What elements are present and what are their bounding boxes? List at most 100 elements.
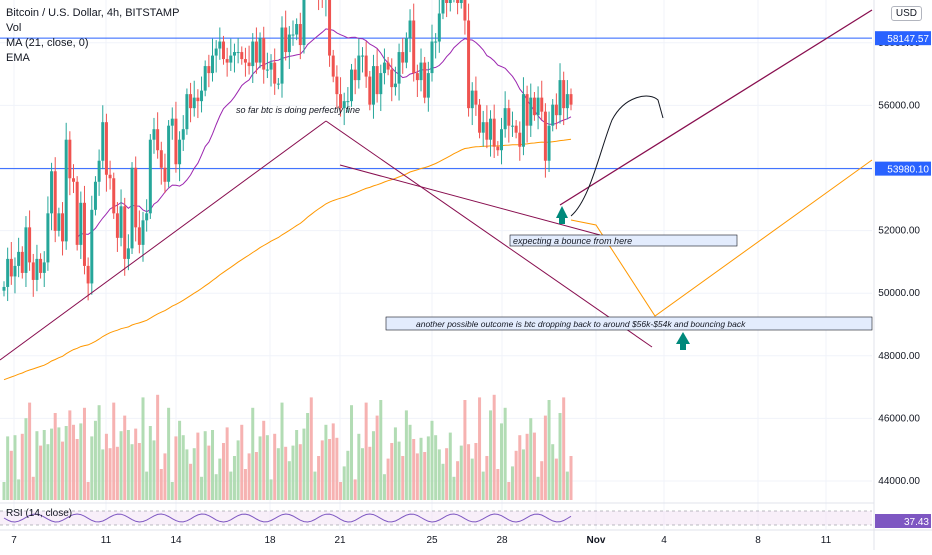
volume-bar <box>247 453 251 500</box>
candle-body <box>448 0 452 3</box>
volume-bar <box>419 437 423 500</box>
candle-body <box>547 125 551 161</box>
volume-bar <box>328 439 332 500</box>
volume-bar <box>485 456 489 500</box>
candle-body <box>181 129 185 140</box>
x-tick-label: 11 <box>101 535 112 546</box>
x-tick-label: 14 <box>170 535 182 546</box>
candle-body <box>419 62 423 81</box>
candle-body <box>225 59 229 63</box>
y-tick-label: 56000.00 <box>878 100 920 111</box>
volume-bar <box>163 453 167 500</box>
candle-body <box>9 258 13 277</box>
volume-bar <box>53 413 57 500</box>
volume-bar <box>298 444 302 500</box>
volume-bar <box>192 448 196 500</box>
candle-body <box>130 167 134 249</box>
annotation-text: another possible outcome is btc dropping… <box>416 319 746 329</box>
candle-body <box>434 41 438 43</box>
candle-body <box>408 20 412 39</box>
volume-bar <box>313 471 317 500</box>
price-level-tag <box>875 31 931 46</box>
candle-body <box>375 66 379 95</box>
ma-legend[interactable]: MA (21, close, 0) <box>6 37 89 49</box>
volume-bar <box>467 444 471 500</box>
candle-body <box>328 0 332 56</box>
volume-bar <box>342 466 346 500</box>
x-tick-label: 4 <box>661 535 667 546</box>
volume-bar <box>13 435 17 500</box>
candle-body <box>243 59 247 63</box>
volume-bar <box>280 402 284 500</box>
x-tick-label: Nov <box>587 535 606 546</box>
candle-body <box>302 0 306 46</box>
volume-bar <box>284 446 288 500</box>
volume-bar <box>24 418 28 500</box>
candle-body <box>397 52 401 84</box>
candle-body <box>543 111 547 161</box>
candle-body <box>236 52 240 54</box>
volume-bar <box>353 479 357 500</box>
candle-body <box>46 213 50 263</box>
candle-body <box>412 20 416 74</box>
candle-body <box>353 69 357 81</box>
candle-body <box>269 62 273 70</box>
volume-bar <box>178 420 182 500</box>
candle-body <box>437 13 441 42</box>
volume-bar <box>521 449 525 500</box>
symbol-title[interactable]: Bitcoin / U.S. Dollar, 4h, BITSTAMP <box>6 7 180 19</box>
channel-descending-top <box>325 120 653 348</box>
volume-bar <box>514 450 518 500</box>
volume-bar <box>569 456 573 500</box>
candle-body <box>565 94 569 109</box>
candle-body <box>554 104 558 116</box>
candle-body <box>64 139 68 242</box>
volume-legend[interactable]: Vol <box>6 22 22 34</box>
candle-body <box>298 24 302 46</box>
volume-bar <box>408 424 412 500</box>
candle-body <box>478 104 482 133</box>
candle-body <box>61 213 65 242</box>
volume-bar <box>360 448 364 500</box>
candle-body <box>229 55 233 63</box>
volume-bar <box>207 445 211 500</box>
currency-badge[interactable]: USD <box>890 6 922 21</box>
candle-body <box>24 227 28 273</box>
candle-body <box>185 94 189 130</box>
volume-bar <box>137 443 141 500</box>
candle-body <box>156 129 160 151</box>
volume-bar <box>17 479 21 500</box>
candle-body <box>203 66 207 91</box>
ema-legend[interactable]: EMA <box>6 52 30 64</box>
candle-body <box>68 139 72 179</box>
candle-body <box>265 69 269 71</box>
volume-bar <box>503 407 507 500</box>
rsi-value-label: 37.43 <box>904 517 929 528</box>
candle-body <box>101 122 105 161</box>
volume-bar <box>357 433 361 500</box>
volume-bar <box>434 435 438 500</box>
volume-bar <box>90 436 94 500</box>
volume-bar <box>20 433 24 500</box>
y-tick-label: 50000.00 <box>878 288 920 299</box>
rsi-legend[interactable]: RSI (14, close) <box>6 508 73 519</box>
candle-body <box>141 220 145 245</box>
x-tick-label: 11 <box>821 535 832 546</box>
volume-bar <box>350 405 354 500</box>
volume-bar <box>558 413 562 500</box>
up-arrow-icon-stem <box>559 218 565 224</box>
candle-body <box>79 202 83 245</box>
candle-body <box>295 24 299 35</box>
volume-bar <box>101 449 105 500</box>
volume-bar <box>93 420 97 500</box>
volume-bar <box>386 458 390 500</box>
x-tick-label: 21 <box>334 535 346 546</box>
volume-bar <box>189 463 193 500</box>
candle-body <box>481 122 485 133</box>
candle-body <box>360 55 364 57</box>
candle-body <box>536 97 540 116</box>
annotation-box-bounce <box>509 234 738 247</box>
volume-bar <box>470 458 474 500</box>
